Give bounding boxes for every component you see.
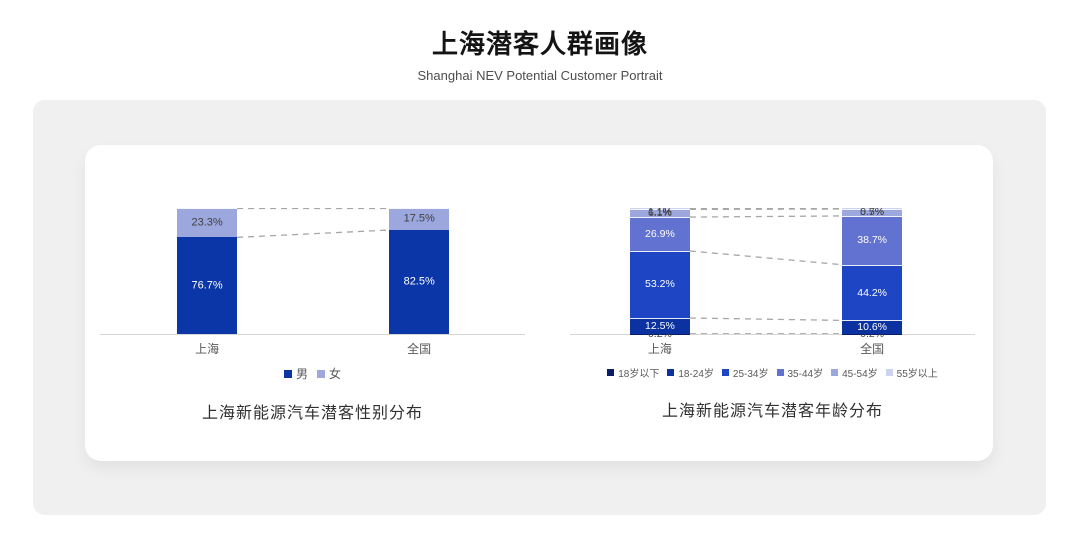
legend-label: 55岁以上 xyxy=(896,369,938,380)
legend-label: 女 xyxy=(329,367,342,381)
connector-line xyxy=(689,317,843,322)
age-chart-category-axis: 上海 全国 xyxy=(570,340,975,356)
connector-line xyxy=(689,250,843,266)
gender-chart-caption: 上海新能源汽车潜客性别分布 xyxy=(201,405,423,422)
category-label: 全国 xyxy=(860,342,885,356)
age-distribution-chart: 0.2%12.5%53.2%26.9%6.1%1.1%0.2%10.6%44.2… xyxy=(570,205,975,421)
bar-segment xyxy=(842,215,903,265)
legend-item: 18岁以下 xyxy=(607,365,659,380)
bar-segment xyxy=(389,208,450,231)
bar-segment xyxy=(629,209,690,218)
gender-chart-plot: 76.7% 23.3% 82.5% 17.5% xyxy=(100,208,525,335)
legend-label: 45-54岁 xyxy=(842,369,878,380)
legend-item: 35-44岁 xyxy=(776,365,824,380)
age-chart-plot: 0.2%12.5%53.2%26.9%6.1%1.1%0.2%10.6%44.2… xyxy=(570,205,975,339)
page-title: 上海潜客人群画像 xyxy=(431,29,648,59)
gender-distribution-chart: 76.7% 23.3% 82.5% 17.5% 上海 全国 男女 上海新能源汽车潜客性别… xyxy=(100,208,525,423)
legend-marker xyxy=(317,369,325,378)
connector-line xyxy=(237,229,390,239)
bar-segment xyxy=(842,208,903,210)
legend-label: 18岁以下 xyxy=(618,369,660,380)
value-label: 12.5% xyxy=(645,319,675,332)
legend-item: 45-54岁 xyxy=(831,365,878,380)
connector-line xyxy=(689,215,843,218)
value-label: 1.1% xyxy=(647,205,672,218)
page-header: 上海潜客人群画像 Shanghai NEV Potential Customer… xyxy=(0,24,1080,83)
value-label: 6.1% xyxy=(647,206,672,219)
legend-marker xyxy=(776,369,784,376)
gender-chart-legend: 男女 xyxy=(100,365,525,382)
age-chart-caption: 上海新能源汽车潜客年龄分布 xyxy=(661,403,883,420)
legend-item: 男 xyxy=(283,365,308,382)
legend-marker xyxy=(607,369,615,376)
legend-label: 35-44岁 xyxy=(787,369,824,380)
content-panel: 76.7% 23.3% 82.5% 17.5% 上海 全国 男女 上海新能源汽车潜客性别… xyxy=(33,100,1046,515)
category-label: 上海 xyxy=(195,342,220,356)
legend-item: 25-34岁 xyxy=(721,365,769,380)
value-label: 26.9% xyxy=(645,227,675,240)
age-chart-legend: 18岁以下 18-24岁 25-34岁 35-44岁 45-54岁 55岁以上 xyxy=(570,365,975,380)
value-label: 76.7% xyxy=(191,279,223,292)
value-label: 44.2% xyxy=(857,286,888,299)
charts-card: 76.7% 23.3% 82.5% 17.5% 上海 全国 男女 上海新能源汽车潜客性别… xyxy=(85,145,993,461)
legend-item: 18-24岁 xyxy=(667,365,714,380)
bar-segment xyxy=(629,208,690,210)
value-label: 5.5% xyxy=(860,206,885,219)
bar-segment xyxy=(629,318,690,334)
category-label: 上海 xyxy=(647,342,672,356)
legend-label: 18-24岁 xyxy=(678,369,714,380)
value-label: 53.2% xyxy=(645,278,675,291)
value-label: 23.3% xyxy=(191,216,223,229)
value-label: 0.7% xyxy=(860,205,885,218)
legend-marker xyxy=(721,369,729,376)
legend-marker xyxy=(831,369,839,376)
legend-marker xyxy=(283,369,292,378)
legend-marker xyxy=(667,369,675,376)
category-label: 全国 xyxy=(407,342,432,356)
legend-label: 25-34岁 xyxy=(732,369,769,380)
value-label: 10.6% xyxy=(857,320,888,333)
legend-item: 55岁以上 xyxy=(885,365,938,380)
page-subtitle: Shanghai NEV Potential Customer Portrait xyxy=(417,68,663,83)
gender-chart-category-axis: 上海 全国 xyxy=(100,340,525,356)
bar-segment xyxy=(629,250,690,318)
legend-label: 男 xyxy=(295,367,308,381)
connector-svg xyxy=(689,208,843,334)
connector-svg xyxy=(237,208,390,239)
bar-segment xyxy=(389,230,450,334)
value-label: 17.5% xyxy=(403,212,435,225)
bar-segment xyxy=(629,217,690,251)
bar-segment xyxy=(842,209,903,216)
legend-marker xyxy=(885,369,893,376)
bar-segment xyxy=(842,264,903,321)
value-label: 82.5% xyxy=(403,275,435,288)
bar-segment xyxy=(177,208,238,238)
bar-segment xyxy=(842,320,903,334)
value-label: 38.7% xyxy=(857,234,888,247)
legend-item: 女 xyxy=(317,365,341,382)
bar-segment xyxy=(177,237,238,334)
